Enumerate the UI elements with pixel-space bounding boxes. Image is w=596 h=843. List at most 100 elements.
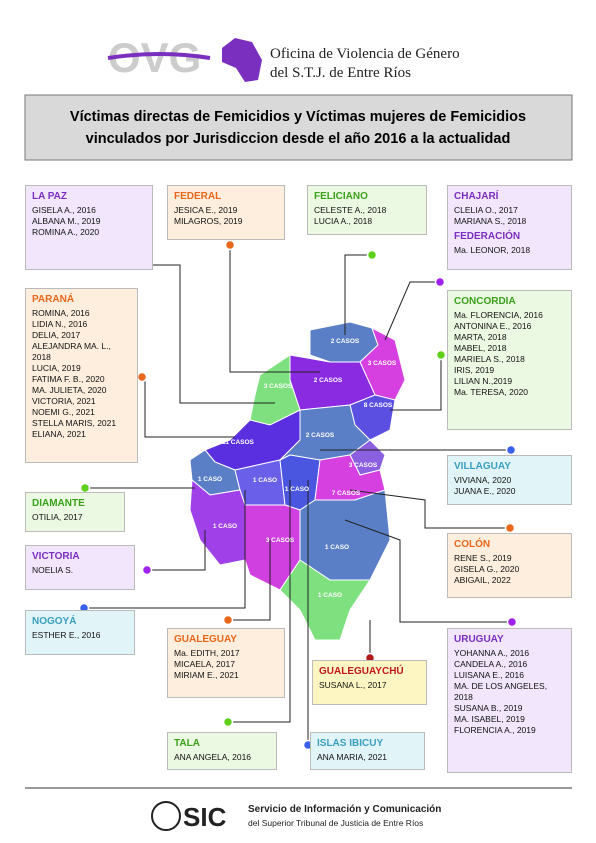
victim: VICTORIA, 2021: [32, 396, 96, 406]
case-label: 3 CASOS: [368, 360, 397, 367]
jurisdiction-box: PARANÁ ROMINA, 2016 LIDIA N., 2016 DELIA, 2…: [25, 288, 138, 463]
footer-icon: [151, 801, 181, 831]
victim: ROMINA, 2016: [32, 308, 90, 318]
victim: MABEL, 2018: [454, 343, 507, 353]
case-label: 2 CASOS: [331, 338, 360, 345]
victim: Ma. FLORENCIA, 2016: [454, 310, 543, 320]
jurisdiction-box: FELICIANO CELESTE A., 2018 LUCIA A., 2018: [307, 185, 427, 235]
jurisdiction-title: CHAJARÍ: [454, 191, 499, 202]
victim: MARTA, 2018: [454, 332, 507, 342]
case-label: 1 CASO: [285, 486, 309, 493]
victim: MARIANA S., 2018: [454, 216, 527, 226]
jurisdiction-title: VILLAGUAY: [454, 461, 511, 472]
victim: YOHANNA A., 2016: [454, 648, 530, 658]
jurisdiction-box: FEDERAL JESICA E., 2019 MILAGROS, 2019: [167, 185, 285, 240]
victim: MA. ISABEL, 2019: [454, 714, 525, 724]
dot: [222, 716, 234, 728]
victim: NOELIA S.: [32, 565, 74, 575]
jurisdiction-title: DIAMANTE: [32, 498, 85, 509]
case-label: 1 CASO: [253, 477, 277, 484]
jurisdiction-title: VICTORIA: [32, 551, 80, 562]
victim: LIDIA N., 2016: [32, 319, 88, 329]
dot: [224, 239, 236, 251]
jurisdiction-title: GUALEGUAYCHÚ: [319, 666, 404, 677]
dots: [78, 239, 518, 751]
dot: [506, 616, 518, 628]
jurisdiction-title: TALA: [174, 738, 200, 749]
victim: SUSANA L., 2017: [319, 680, 387, 690]
victim: ALEJANDRA MA. L., 2018: [32, 341, 111, 362]
victim: MILAGROS, 2019: [174, 216, 243, 226]
victim: ANA MARIA, 2021: [317, 752, 387, 762]
victim: JESICA E., 2019: [174, 205, 238, 215]
victim: ANA ANGELA, 2016: [174, 752, 252, 762]
victim: LUISANA E., 2016: [454, 670, 524, 680]
jurisdiction-box: COLÓN RENE S., 2019 GISELA G., 2020 ABIGAIL…: [447, 533, 572, 598]
map: [189, 321, 406, 641]
victim: STELLA MARIS, 2021: [32, 418, 117, 428]
case-label: 3 CASOS: [266, 537, 295, 544]
jurisdiction-box: VICTORIA NOELIA S.: [25, 545, 135, 590]
footer-line: del Superior Tribunal de Justicia de Ent…: [248, 818, 423, 828]
jurisdiction-title: PARANÁ: [32, 294, 75, 305]
jurisdiction-box: GUALEGUAYCHÚ SUSANA L., 2017: [312, 660, 427, 705]
jurisdiction-title: FEDERAL: [174, 191, 222, 202]
jurisdiction-title: URUGUAY: [454, 634, 504, 645]
case-label: 8 CASOS: [364, 402, 393, 409]
victim: Ma. EDITH, 2017: [174, 648, 240, 658]
dot: [222, 614, 234, 626]
jurisdiction-box: CHAJARÍ CLELIA O., 2017 MARIANA S., 2018 FE…: [447, 185, 572, 270]
victim: FATIMA F. B., 2020: [32, 374, 105, 384]
case-label: 1 CASO: [318, 592, 342, 599]
case-label: 1 CASO: [325, 544, 349, 551]
jurisdiction-title: CONCORDIA: [454, 296, 516, 307]
victim: ELIANA, 2021: [32, 429, 86, 439]
victim: Ma. LEONOR, 2018: [454, 245, 531, 255]
case-label: 1 CASO: [198, 476, 222, 483]
jurisdiction-title: FELICIANO: [314, 191, 368, 202]
jurisdiction-box: URUGUAY YOHANNA A., 2016 CANDELA A., 2016 L…: [447, 628, 572, 773]
org-line: Oficina de Violencia de Género: [270, 46, 460, 62]
dot: [434, 276, 446, 288]
case-label: 11 CASOS: [222, 439, 254, 446]
jurisdiction-box: GUALEGUAY Ma. EDITH, 2017 MICAELA, 2017 MIR…: [167, 628, 285, 698]
victim: ANTONINA E., 2016: [454, 321, 532, 331]
jurisdiction-title: FEDERACIÓN: [454, 231, 521, 242]
victim: DELIA, 2017: [32, 330, 81, 340]
dot: [505, 444, 517, 456]
victim: ESTHER E., 2016: [32, 630, 101, 640]
jurisdiction-box: VILLAGUAY VIVIANA, 2020 JUANA E., 2020: [447, 455, 572, 505]
victim: NOEMI G., 2021: [32, 407, 95, 417]
dot: [366, 249, 378, 261]
case-label: 2 CASOS: [314, 377, 343, 384]
case-label: 2 CASOS: [306, 432, 335, 439]
jurisdiction-box: ISLAS IBICUY ANA MARIA, 2021: [310, 732, 425, 770]
footer-line: Servicio de Información y Comunicación: [248, 804, 441, 815]
jurisdiction-box: DIAMANTE OTILIA, 2017: [25, 492, 125, 532]
victim: MA. JULIETA, 2020: [32, 385, 107, 395]
title-box: [24, 94, 573, 161]
victim: MIRIAM E., 2021: [174, 670, 239, 680]
dot: [136, 371, 148, 383]
victim: ALBANA M., 2019: [32, 216, 101, 226]
org-line: del S.T.J. de Entre Ríos: [270, 65, 411, 81]
victim: MARIELA S., 2018: [454, 354, 525, 364]
title: Víctimas directas de Femicidios y Víctim…: [70, 109, 526, 125]
victim: JUANA E., 2020: [454, 486, 516, 496]
victim: CELESTE A., 2018: [314, 205, 387, 215]
victim: CLELIA O., 2017: [454, 205, 518, 215]
victim: CANDELA A., 2016: [454, 659, 528, 669]
victim: Ma. TERESA, 2020: [454, 387, 529, 397]
logo-map: [222, 38, 262, 82]
victim: FLORENCIA A., 2019: [454, 725, 536, 735]
jurisdiction-title: NOGOYÁ: [32, 616, 77, 627]
victim: OTILIA, 2017: [32, 512, 83, 522]
victim: LUCIA A., 2018: [314, 216, 373, 226]
case-label: 7 CASOS: [332, 490, 361, 497]
jurisdiction-box: NOGOYÁ ESTHER E., 2016: [25, 610, 135, 655]
jurisdiction-title: LA PAZ: [32, 191, 67, 202]
jurisdiction-title: GUALEGUAY: [174, 634, 237, 645]
victim: GISELA G., 2020: [454, 564, 520, 574]
case-label: 3 CASOS: [349, 462, 378, 469]
